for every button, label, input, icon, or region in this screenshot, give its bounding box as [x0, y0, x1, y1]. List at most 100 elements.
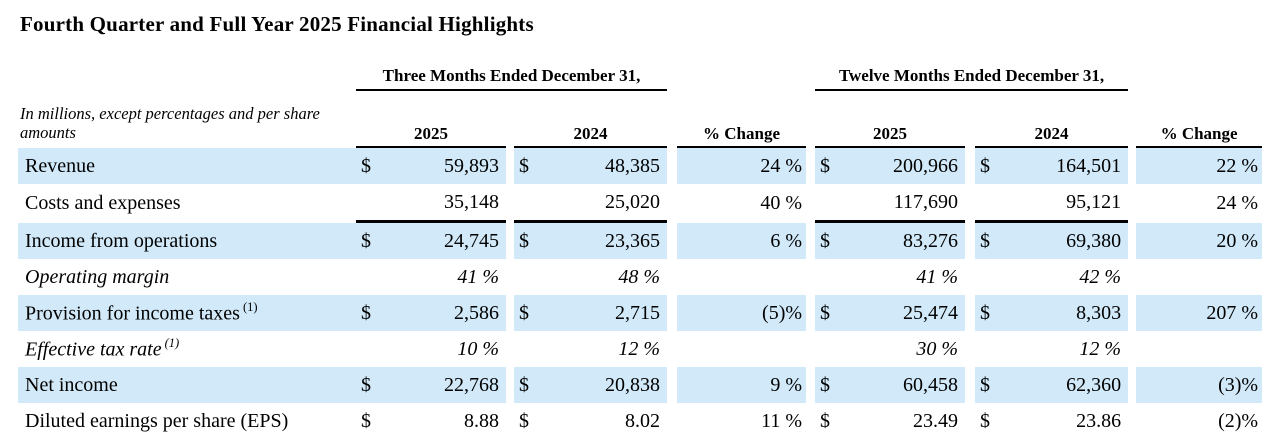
column-gap [806, 184, 815, 223]
currency-symbol-cell: $ [975, 295, 1000, 331]
pct-change-cell [677, 259, 806, 295]
column-gap [667, 295, 677, 331]
row-label: Diluted earnings per share (EPS) [18, 403, 356, 439]
currency-symbol-cell: $ [514, 295, 538, 331]
table-row: Costs and expenses 35,148 25,020 40 % 117,69… [18, 184, 1262, 223]
column-gap [1128, 91, 1136, 148]
col-header-2024-y: 2024 [975, 91, 1129, 148]
value-cell: 24,745 [380, 223, 506, 259]
value-cell: 60,458 [839, 367, 966, 403]
units-note: In millions, except percentages and per … [20, 104, 320, 143]
value-cell: 23.49 [913, 409, 959, 432]
row-label-text: Income from operations [25, 229, 218, 252]
column-gap [1128, 259, 1136, 295]
pct-change-cell: (5)% [677, 295, 807, 331]
col-header-2025-y: 2025 [815, 91, 966, 148]
column-gap [506, 295, 514, 331]
currency-symbol-cell [815, 331, 839, 367]
financial-highlights-table: In millions, except percentages and per … [18, 52, 1263, 439]
row-label: Net income [18, 367, 356, 403]
value-cell: 20,838 [538, 367, 668, 403]
row-label-text: Revenue [25, 154, 95, 177]
currency-symbol-cell [975, 259, 999, 295]
column-gap [667, 367, 677, 403]
column-gap [965, 403, 975, 439]
column-gap [965, 91, 975, 148]
row-label: Income from operations [18, 223, 356, 259]
column-gap [806, 91, 815, 148]
value-cell: 41 % [916, 265, 959, 288]
column-gap [1128, 184, 1136, 223]
value-cell: 8.02 [625, 409, 661, 432]
pct-change-cell: 24 % [1216, 192, 1259, 214]
value-cell: 69,380 [999, 223, 1129, 259]
column-gap [506, 148, 514, 184]
currency-symbol-cell: $ [356, 223, 380, 259]
pct-change-cell: 22 % [1136, 148, 1263, 184]
column-header-row: 2025 2024 % Change 2025 2024 % Change [18, 91, 1263, 148]
row-label-text: Operating margin [25, 265, 170, 288]
currency-symbol-cell [815, 184, 840, 223]
column-gap [1128, 223, 1136, 259]
currency-symbol-cell [514, 184, 538, 223]
currency-symbol-cell: $ [815, 295, 840, 331]
column-gap [667, 184, 677, 223]
value-cell: 25,020 [538, 184, 668, 223]
column-gap [1128, 403, 1136, 439]
col-header-2024-q: 2024 [514, 91, 668, 148]
column-gap [1128, 148, 1136, 184]
footnote-marker: (1) [242, 299, 258, 314]
value-cell: 95,121 [999, 184, 1129, 223]
column-gap [506, 367, 514, 403]
value-cell: 8.88 [464, 409, 499, 432]
table-row: Operating margin 41 % 48 % 41 % 42 % [18, 259, 1262, 295]
column-gap [506, 223, 514, 259]
row-label-text: Provision for income taxes [25, 302, 240, 325]
pct-change-cell [1136, 259, 1262, 295]
currency-symbol-cell: $ [815, 148, 840, 184]
column-gap [965, 295, 975, 331]
column-gap [667, 148, 677, 184]
currency-symbol-cell [356, 259, 380, 295]
col-header-pct-change-y: % Change [1136, 91, 1263, 148]
column-gap [1128, 367, 1136, 403]
table-body: Revenue $59,893 $48,385 24 % $200,966 $164,50… [18, 148, 1263, 439]
row-label-text: Diluted earnings per share (EPS) [25, 409, 289, 432]
column-gap [506, 91, 514, 148]
value-cell: 10 % [457, 337, 499, 360]
value-cell: 164,501 [999, 148, 1129, 184]
column-gap [806, 367, 815, 403]
column-gap [1128, 295, 1136, 331]
column-gap [806, 148, 815, 184]
value-cell: 35,148 [380, 184, 506, 223]
currency-symbol-cell: $ [975, 367, 1000, 403]
table-row: Diluted earnings per share (EPS) $8.88 $8.… [18, 403, 1262, 439]
row-label-text: Net income [25, 373, 118, 396]
value-cell: 83,276 [839, 223, 966, 259]
currency-symbol-cell: $ [514, 367, 538, 403]
column-gap [806, 259, 815, 295]
row-label-text: Effective tax rate [25, 338, 162, 361]
value-cell: 12 % [618, 337, 661, 360]
column-gap [965, 148, 975, 184]
value-cell: 22,768 [380, 367, 506, 403]
table-row: Revenue $59,893 $48,385 24 % $200,966 $164,50… [18, 148, 1263, 184]
currency-symbol-cell [356, 184, 380, 223]
value-cell: 8,303 [999, 295, 1129, 331]
currency-symbol-cell: $ [815, 367, 840, 403]
currency-symbol-cell: $ [975, 148, 1000, 184]
column-gap [965, 184, 975, 223]
column-gap [667, 91, 677, 148]
column-gap [806, 295, 815, 331]
currency-symbol-cell [514, 331, 538, 367]
group-header-twelve-months: Twelve Months Ended December 31, [815, 52, 1129, 91]
pct-change-cell [1136, 331, 1262, 367]
column-gap [1128, 331, 1136, 367]
column-gap [506, 331, 514, 367]
column-gap [965, 223, 975, 259]
currency-symbol-cell: $ [356, 295, 380, 331]
value-cell: 2,715 [538, 295, 668, 331]
table-row: Provision for income taxes (1) $2,586 $2,71… [18, 295, 1263, 331]
column-gap [965, 259, 975, 295]
currency-symbol-cell: $ [356, 367, 380, 403]
